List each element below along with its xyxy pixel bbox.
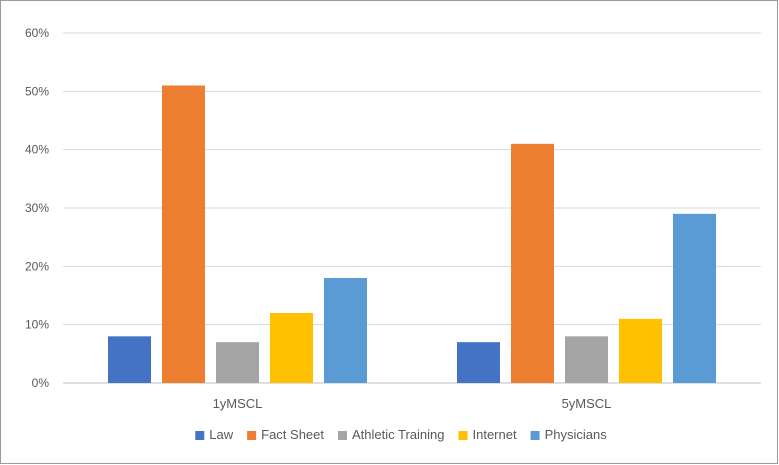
legend-label-athletic-training: Athletic Training: [352, 427, 445, 442]
bar-fact-sheet-5ymscl: [511, 143, 554, 383]
bar-internet-5ymscl: [619, 318, 662, 383]
x-category-label: 5yMSCL: [562, 396, 612, 411]
bars: [108, 85, 716, 383]
legend-swatch-physicians: [530, 431, 540, 440]
legend-label-internet: Internet: [473, 427, 517, 442]
y-tick-label: 0%: [32, 376, 50, 390]
legend-label-physicians: Physicians: [545, 427, 608, 442]
bar-physicians-5ymscl: [673, 213, 716, 383]
y-tick-label: 40%: [25, 143, 49, 157]
bar-athletic-training-1ymscl: [216, 342, 259, 383]
legend-swatch-internet: [458, 431, 468, 440]
y-axis-ticks: 0% 10% 20% 30% 40% 50% 60%: [25, 26, 49, 390]
bar-fact-sheet-1ymscl: [162, 85, 205, 383]
legend-label-fact-sheet: Fact Sheet: [261, 427, 324, 442]
y-tick-label: 50%: [25, 84, 49, 98]
bar-athletic-training-5ymscl: [565, 336, 608, 383]
x-category-label: 1yMSCL: [213, 396, 263, 411]
legend-label-law: Law: [209, 427, 233, 442]
legend-swatch-fact-sheet: [247, 431, 257, 440]
bar-law-1ymscl: [108, 336, 151, 383]
y-tick-label: 20%: [25, 259, 49, 273]
y-tick-label: 60%: [25, 26, 49, 40]
legend-swatch-athletic-training: [338, 431, 347, 440]
legend: Law Fact Sheet Athletic Training Internet Ph…: [195, 427, 607, 442]
y-tick-label: 30%: [25, 201, 49, 215]
bar-internet-1ymscl: [270, 313, 313, 383]
legend-swatch-law: [195, 431, 205, 440]
bar-physicians-1ymscl: [324, 278, 367, 383]
bar-law-5ymscl: [457, 342, 500, 383]
x-axis-categories: 1yMSCL 5yMSCL: [213, 396, 612, 411]
y-tick-label: 10%: [25, 318, 49, 332]
